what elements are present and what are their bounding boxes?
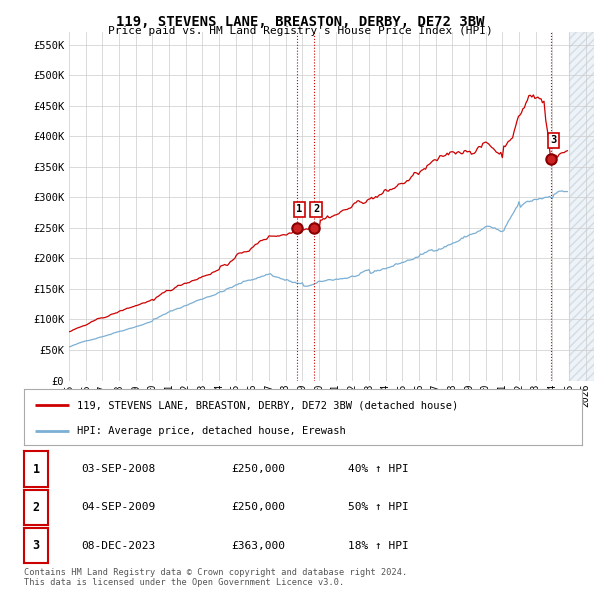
Text: 2: 2 (32, 501, 40, 514)
Text: HPI: Average price, detached house, Erewash: HPI: Average price, detached house, Erew… (77, 426, 346, 436)
Text: Price paid vs. HM Land Registry's House Price Index (HPI): Price paid vs. HM Land Registry's House … (107, 26, 493, 36)
Text: 3: 3 (32, 539, 40, 552)
Text: 08-DEC-2023: 08-DEC-2023 (81, 541, 155, 550)
Text: 119, STEVENS LANE, BREASTON, DERBY, DE72 3BW: 119, STEVENS LANE, BREASTON, DERBY, DE72… (116, 15, 484, 30)
Text: £250,000: £250,000 (231, 464, 285, 474)
Text: 18% ↑ HPI: 18% ↑ HPI (348, 541, 409, 550)
Text: Contains HM Land Registry data © Crown copyright and database right 2024.
This d: Contains HM Land Registry data © Crown c… (24, 568, 407, 587)
Text: 50% ↑ HPI: 50% ↑ HPI (348, 503, 409, 512)
Bar (569, 32, 594, 381)
Text: 119, STEVENS LANE, BREASTON, DERBY, DE72 3BW (detached house): 119, STEVENS LANE, BREASTON, DERBY, DE72… (77, 400, 458, 410)
Text: 40% ↑ HPI: 40% ↑ HPI (348, 464, 409, 474)
Bar (569, 32, 594, 381)
Text: £250,000: £250,000 (231, 503, 285, 512)
Text: 1: 1 (32, 463, 40, 476)
Text: 03-SEP-2008: 03-SEP-2008 (81, 464, 155, 474)
Text: 3: 3 (550, 136, 557, 145)
Text: 2: 2 (313, 205, 319, 214)
Text: 04-SEP-2009: 04-SEP-2009 (81, 503, 155, 512)
Text: 1: 1 (296, 205, 302, 214)
Text: £363,000: £363,000 (231, 541, 285, 550)
